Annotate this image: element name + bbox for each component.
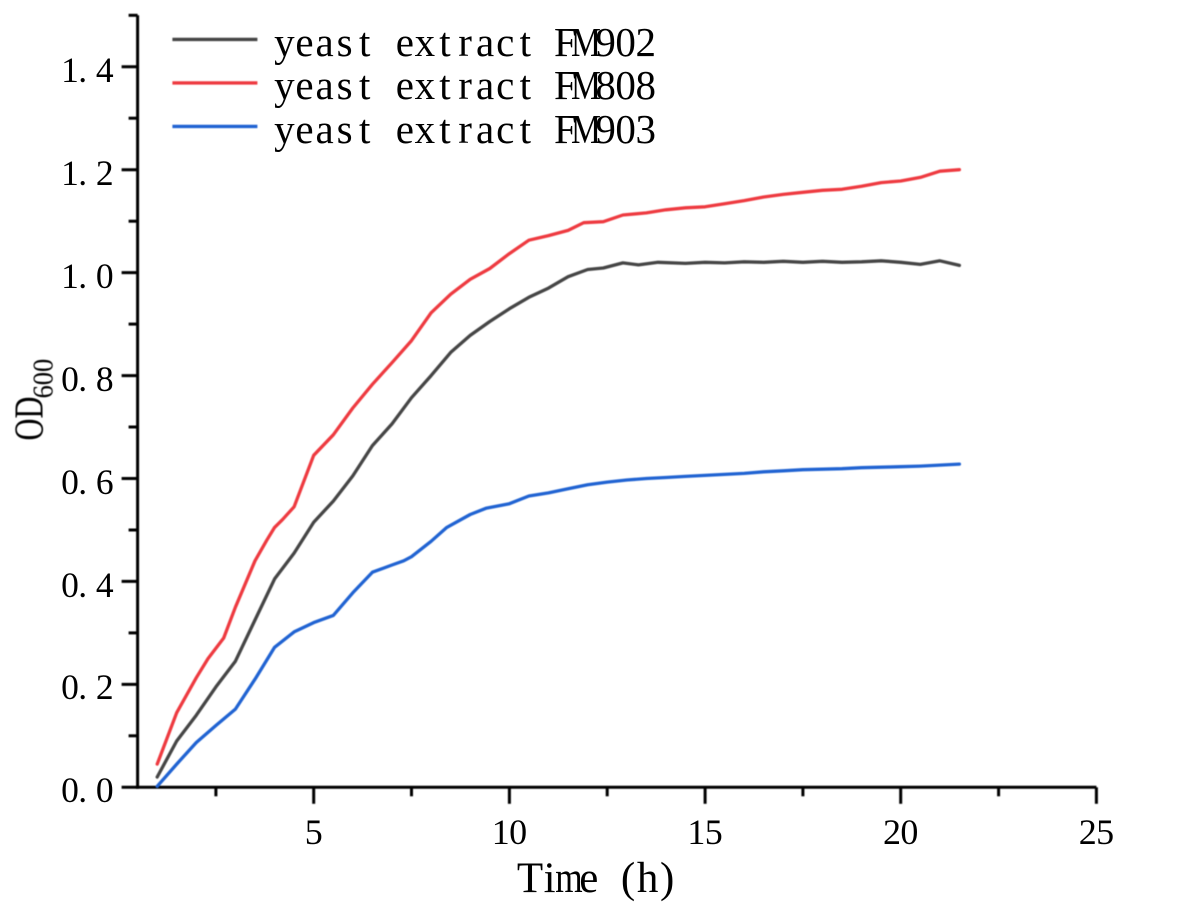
svg-text:600: 600 — [28, 359, 60, 399]
svg-text:OD: OD — [6, 397, 52, 441]
